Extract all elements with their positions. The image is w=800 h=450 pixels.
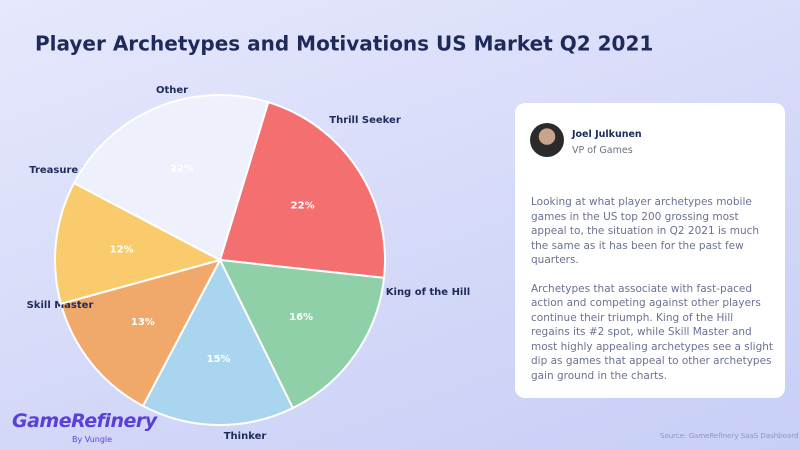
quote-role: VP of Games (572, 145, 633, 156)
category-label: Skill Master (27, 300, 94, 311)
category-label: Thrill Seeker (329, 115, 401, 126)
pie-slice (218, 258, 386, 410)
source: Source: GameRefinery SaaS Dashboard (660, 432, 799, 440)
category-label: King of the Hill (386, 287, 470, 298)
paragraph: Looking at what player archetypes mobile… (531, 196, 760, 266)
logo: GameRefinery (12, 410, 157, 432)
value-label: 16% (289, 312, 313, 323)
logo-tagline: By Vungle (72, 435, 113, 444)
value-label: 15% (207, 354, 231, 365)
value-label: 12% (110, 244, 134, 255)
pie-slice (59, 258, 222, 408)
category-label: Treasure Hunter (29, 165, 121, 176)
value-label: 22% (291, 201, 315, 212)
pie-slice (218, 100, 386, 279)
value-label: 13% (131, 317, 155, 328)
quote-text: Looking at what player archetypes mobile… (531, 195, 773, 397)
quote-name: Joel Julkunen (572, 129, 642, 140)
chart-title: Player Archetypes and Motivations US Mar… (35, 32, 653, 56)
pie-slice (54, 181, 223, 306)
category-label: Thinker (224, 431, 267, 442)
paragraph: Archetypes that associate with fast-pace… (531, 282, 774, 382)
avatar (530, 123, 564, 157)
pie-slice (141, 257, 295, 426)
value-label: 22% (170, 164, 194, 175)
quote-card: Joel Julkunen VP of Games Looking at wha… (515, 103, 785, 398)
pie-slice (72, 94, 270, 262)
category-label: Other (156, 85, 188, 96)
